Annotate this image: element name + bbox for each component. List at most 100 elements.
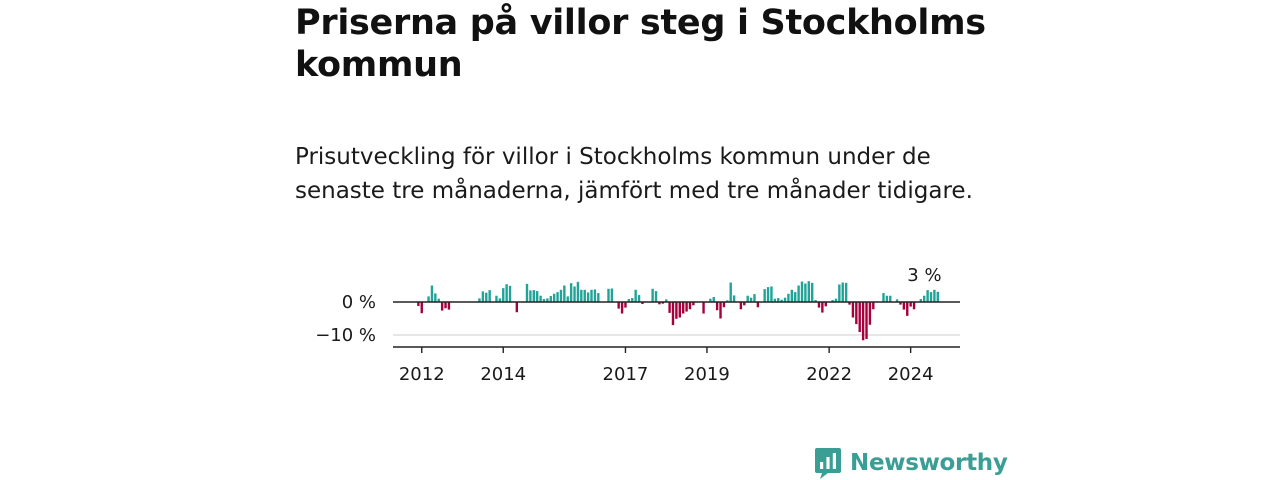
bar xyxy=(770,286,773,302)
bar xyxy=(675,302,678,319)
bar xyxy=(505,284,508,302)
bar xyxy=(546,298,549,302)
newsworthy-logo: Newsworthy xyxy=(814,446,1008,480)
bar xyxy=(841,282,844,302)
bar xyxy=(668,302,671,313)
x-tick-label: 2019 xyxy=(684,364,730,385)
chart-title: Priserna på villor steg i Stockholms kom… xyxy=(295,3,986,85)
bar xyxy=(637,295,641,302)
bar xyxy=(427,296,430,302)
bar xyxy=(855,302,858,325)
y-tick-label: −10 % xyxy=(315,325,376,346)
bar xyxy=(923,295,926,302)
bar xyxy=(597,293,600,302)
bar xyxy=(559,289,563,302)
bar xyxy=(688,302,692,310)
bar xyxy=(824,302,827,307)
bar xyxy=(661,302,665,304)
bar xyxy=(440,302,444,311)
bar xyxy=(807,281,810,302)
bar xyxy=(858,302,861,333)
bar xyxy=(726,300,729,302)
bar xyxy=(851,302,855,318)
bar xyxy=(552,293,556,302)
bar xyxy=(607,288,610,302)
bar xyxy=(912,302,916,310)
bar xyxy=(542,299,546,302)
bar xyxy=(899,302,902,305)
bar xyxy=(678,302,681,318)
bar xyxy=(478,298,481,302)
bar xyxy=(417,302,420,306)
bar xyxy=(651,288,654,302)
bar xyxy=(495,295,498,302)
bar xyxy=(783,297,787,302)
bar xyxy=(895,299,899,302)
bar xyxy=(712,297,715,302)
bar xyxy=(756,302,760,308)
bar xyxy=(763,289,766,302)
bar xyxy=(481,291,485,302)
axes xyxy=(393,301,960,353)
bar xyxy=(631,298,634,302)
bar xyxy=(566,296,569,302)
bar xyxy=(692,302,695,306)
chart-subtitle: Prisutveckling för villor i Stockholms k… xyxy=(295,144,973,204)
brand-name: Newsworthy xyxy=(850,450,1008,476)
bar xyxy=(556,292,559,302)
bar xyxy=(749,297,753,302)
bar xyxy=(933,289,936,302)
bar xyxy=(844,282,848,302)
bar xyxy=(569,283,573,302)
bar xyxy=(685,302,688,312)
bar xyxy=(709,298,712,302)
bar xyxy=(502,288,505,302)
bar xyxy=(882,293,885,302)
x-tick-label: 2017 xyxy=(603,364,649,385)
bar xyxy=(702,302,705,314)
bar xyxy=(800,281,804,302)
bar xyxy=(810,282,814,302)
bar xyxy=(889,295,892,302)
bar xyxy=(634,289,637,302)
x-tick-label: 2024 xyxy=(888,364,934,385)
bar xyxy=(766,287,770,302)
bar xyxy=(715,302,719,311)
bar xyxy=(821,302,824,313)
y-tick-label: 0 % xyxy=(342,292,376,313)
bar xyxy=(515,302,519,313)
bar xyxy=(617,302,620,309)
bar xyxy=(525,283,529,302)
bar xyxy=(872,302,875,310)
bar xyxy=(549,296,552,302)
bar xyxy=(729,282,732,302)
bar xyxy=(787,293,790,302)
bar xyxy=(658,302,661,305)
bar xyxy=(681,302,685,314)
x-tick-label: 2012 xyxy=(399,364,445,385)
bar xyxy=(624,302,627,308)
bar xyxy=(593,289,597,302)
bar xyxy=(838,284,841,302)
bar xyxy=(906,302,909,316)
bar xyxy=(539,295,542,302)
bar xyxy=(529,290,532,302)
bar xyxy=(573,286,576,302)
bar xyxy=(430,285,434,302)
x-tick-label: 2014 xyxy=(480,364,526,385)
bar xyxy=(804,283,807,302)
bar xyxy=(753,294,756,302)
bar xyxy=(831,300,834,302)
bar xyxy=(834,298,838,302)
bar xyxy=(488,290,491,302)
bar xyxy=(508,285,512,302)
bar xyxy=(777,298,780,302)
bar xyxy=(420,302,423,314)
bar xyxy=(447,302,451,310)
bar xyxy=(746,295,749,302)
bar xyxy=(641,302,644,304)
bar xyxy=(434,293,437,302)
bar xyxy=(665,299,668,302)
bar xyxy=(902,302,906,310)
